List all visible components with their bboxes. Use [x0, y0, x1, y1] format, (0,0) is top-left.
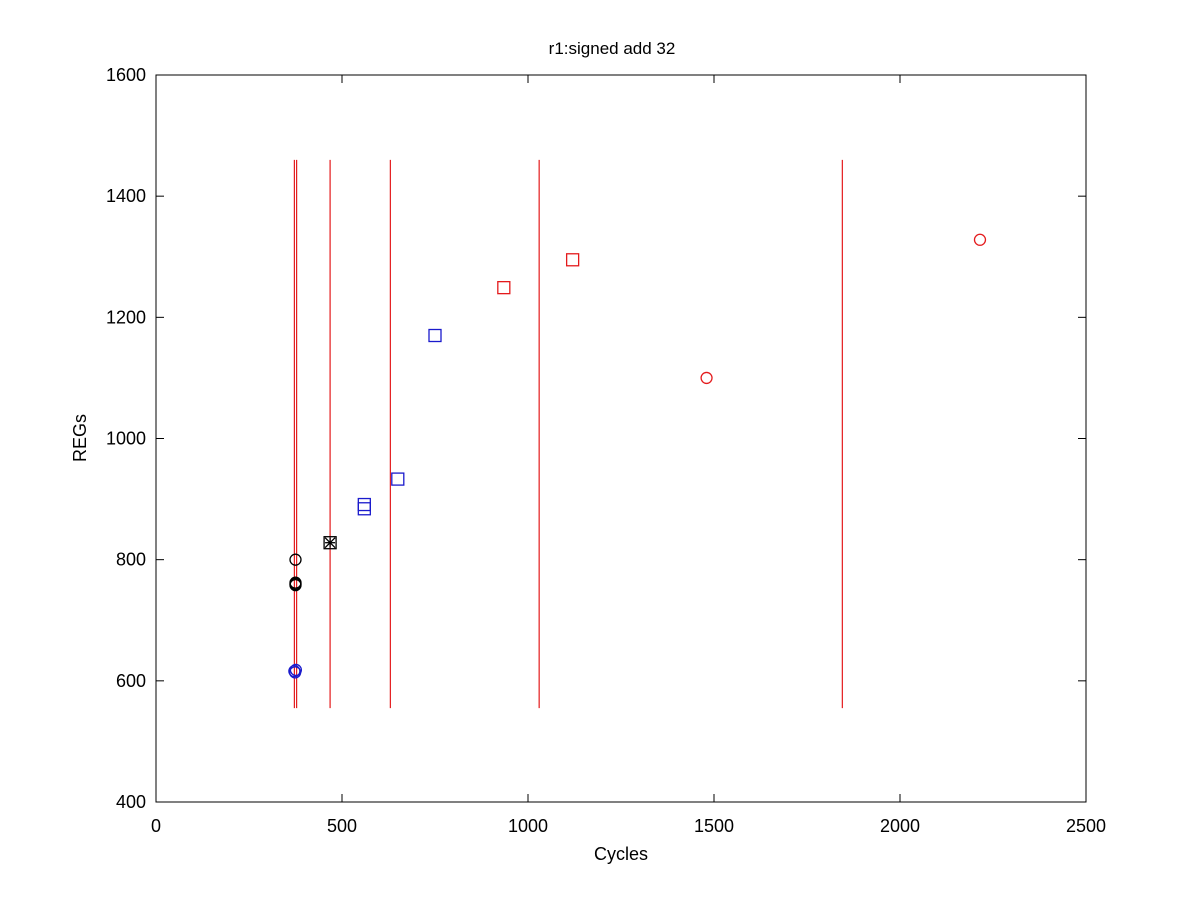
circle-marker: [973, 233, 987, 246]
x-tick-label: 500: [327, 816, 357, 836]
y-tick-label: 1400: [106, 186, 146, 206]
plot-frame: [155, 74, 1087, 803]
square-marker: [357, 502, 371, 516]
y-tick-label: 400: [116, 792, 146, 812]
x-tick-label: 1500: [694, 816, 734, 836]
vertical-lines: [293, 159, 843, 709]
axis-ticks: 0 500 1000 1500 2000 2500 400 600 800 1000 1200 140…: [106, 65, 1106, 836]
square-marker: [391, 472, 405, 486]
x-tick-label: 0: [151, 816, 161, 836]
square-marker: [565, 253, 580, 267]
y-tick-label: 1600: [106, 65, 146, 85]
x-tick-label: 1000: [508, 816, 548, 836]
square-marker: [497, 280, 511, 295]
circle-marker: [289, 553, 302, 566]
x-axis-label: Cycles: [594, 844, 648, 864]
chart-title: r1:signed add 32: [549, 39, 676, 58]
x-tick-label: 2500: [1066, 816, 1106, 836]
circle-marker: [700, 371, 713, 385]
circle-marker: [289, 578, 302, 592]
x-marker: [324, 537, 336, 549]
data-points: [288, 233, 987, 679]
x-tick-label: 2000: [880, 816, 920, 836]
square-marker: [323, 536, 337, 550]
circle-marker: [288, 666, 302, 679]
y-tick-label: 600: [116, 671, 146, 691]
y-tick-label: 1000: [106, 429, 146, 449]
y-tick-label: 1200: [106, 307, 146, 327]
square-marker: [428, 328, 442, 343]
y-axis-label: REGs: [70, 414, 90, 462]
square-marker: [357, 497, 371, 512]
y-tick-label: 800: [116, 550, 146, 570]
